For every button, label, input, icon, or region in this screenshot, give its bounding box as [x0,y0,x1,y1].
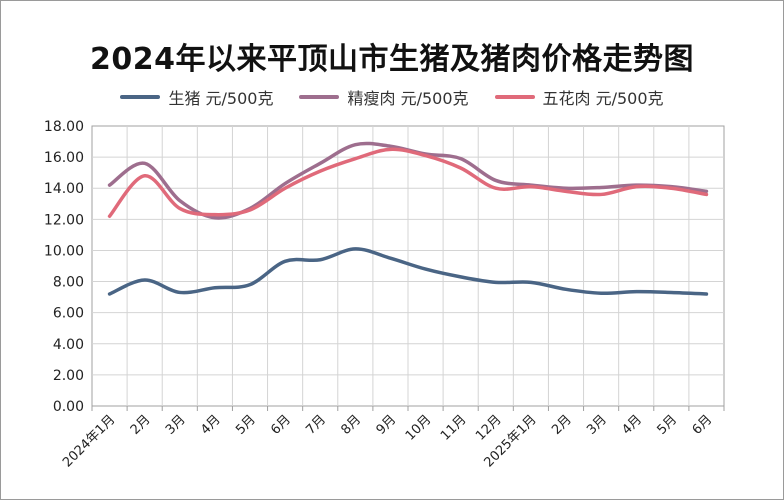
x-tick-label: 8月 [339,412,365,438]
legend-label: 生猪 元/500克 [168,89,274,108]
legend-label: 精瘦肉 元/500克 [347,89,469,108]
y-tick-label: 12.00 [44,212,84,228]
y-tick-label: 6.00 [53,306,84,322]
y-tick-label: 18.00 [44,119,84,135]
x-tick-label: 11月 [438,412,469,443]
y-tick-label: 14.00 [44,181,84,197]
x-tick-label: 6月 [690,412,716,438]
x-tick-label: 5月 [655,412,681,438]
x-tick-label: 2月 [549,412,575,438]
x-tick-label: 4月 [619,412,645,438]
x-tick-label: 5月 [233,412,259,438]
legend-swatch [120,95,161,99]
x-tick-label: 7月 [303,412,329,438]
x-tick-label: 2月 [128,412,154,438]
x-tick-label: 3月 [163,412,189,438]
x-tick-label: 10月 [403,412,434,443]
y-tick-label: 4.00 [53,337,84,353]
x-tick-label: 6月 [268,412,294,438]
y-tick-label: 0.00 [53,399,84,415]
y-tick-label: 10.00 [44,243,84,259]
series-line-1 [107,247,709,296]
legend-swatch [299,95,340,99]
y-tick-label: 8.00 [53,275,84,291]
chart-title: 2024年以来平顶山市生猪及猪肉价格走势图 [90,42,694,77]
legend-item-2: 精瘦肉 元/500克 [299,85,469,109]
legend-swatch [494,95,535,99]
x-tick-label: 4月 [198,412,224,438]
y-tick-label: 2.00 [53,368,84,384]
legend-label: 五花肉 元/500克 [542,89,664,108]
x-tick-label: 3月 [584,412,610,438]
x-tick-label: 2024年1月 [60,412,118,470]
y-tick-label: 16.00 [44,150,84,166]
legend-item-1: 生猪 元/500克 [120,85,273,109]
x-tick-label: 12月 [473,412,504,443]
legend-item-3: 五花肉 元/500克 [494,85,664,109]
series-line-3 [107,147,709,218]
x-tick-label: 9月 [374,412,400,438]
chart-legend: 生猪 元/500克 精瘦肉 元/500克 五花肉 元/500克 [0,84,784,110]
